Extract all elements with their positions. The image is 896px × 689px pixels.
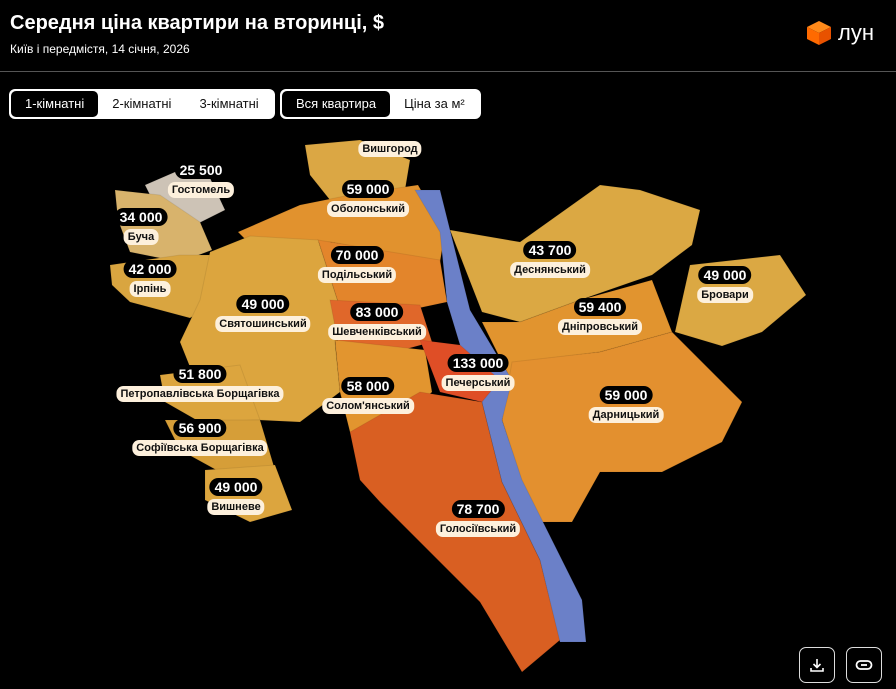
tab-price-per-m2[interactable]: Ціна за м² xyxy=(404,96,465,111)
page-title: Середня ціна квартири на вторинці, $ xyxy=(10,12,385,34)
district-price: 58 000 xyxy=(341,377,395,395)
district-name: Оболонський xyxy=(327,201,409,217)
logo: лун xyxy=(806,20,874,46)
district-label-hostomel: 25 500 Гостомель xyxy=(167,161,235,198)
district-label-desnianskyi: 43 700 Деснянський xyxy=(510,241,590,278)
district-name: Дарницький xyxy=(588,407,664,423)
district-name: Подільський xyxy=(317,267,397,283)
district-name: Софіївська Борщагівка xyxy=(132,440,268,456)
district-name: Вишгород xyxy=(358,141,422,157)
district-label-pecherskyi: 133 000 Печерський xyxy=(441,354,515,391)
orange-cube-icon xyxy=(807,21,831,45)
district-label-obolonskyi: 59 000 Оболонський xyxy=(327,180,409,217)
district-name: Вишневе xyxy=(207,499,265,515)
tab-3-room[interactable]: 3-кімнатні xyxy=(199,96,259,111)
district-name: Деснянський xyxy=(510,262,590,278)
dnipro-river xyxy=(414,189,587,643)
district-price: 49 000 xyxy=(209,478,263,496)
district-label-shevchenkivskyi: 83 000 Шевченківський xyxy=(328,303,426,340)
district-label-podilskyi: 70 000 Подільський xyxy=(317,246,397,283)
district-price: 49 000 xyxy=(698,266,752,284)
divider xyxy=(0,71,896,72)
tab-2-room[interactable]: 2-кімнатні xyxy=(112,96,172,111)
district-price: 49 000 xyxy=(236,295,290,313)
district-price: 43 700 xyxy=(523,241,577,259)
district-name: Буча xyxy=(123,229,159,245)
download-icon xyxy=(810,659,824,672)
district-label-sofiivska: 56 900 Софіївська Борщагівка xyxy=(132,419,268,456)
district-label-brovary: 49 000 Бровари xyxy=(697,266,753,303)
district-price: 59 000 xyxy=(599,386,653,404)
tab-whole-apartment[interactable]: Вся квартира xyxy=(282,91,391,117)
logo-text: лун xyxy=(838,20,874,45)
district-name: Солом'янський xyxy=(322,398,414,414)
district-price: 56 900 xyxy=(173,419,227,437)
district-name: Бровари xyxy=(697,287,753,303)
district-price: 70 000 xyxy=(330,246,384,264)
page-subtitle: Київ і передмістя, 14 січня, 2026 xyxy=(10,42,190,56)
district-name: Петропавлівська Борщагівка xyxy=(116,386,284,402)
district-name: Печерський xyxy=(441,375,515,391)
district-price: 51 800 xyxy=(173,365,227,383)
district-label-vyshhorod: Вишгород xyxy=(358,139,422,157)
district-label-irpin: 42 000 Ірпінь xyxy=(123,260,177,297)
download-button[interactable] xyxy=(799,647,835,683)
district-label-sviatoshynskyi: 49 000 Святошинський xyxy=(215,295,311,332)
district-name: Дніпровський xyxy=(557,319,643,335)
district-label-vyshneve: 49 000 Вишневе xyxy=(207,478,265,515)
district-price: 42 000 xyxy=(123,260,177,278)
district-name: Шевченківський xyxy=(328,324,426,340)
district-label-petropavlivska: 51 800 Петропавлівська Борщагівка xyxy=(116,365,284,402)
link-icon xyxy=(855,660,873,670)
room-count-tabs: 1-кімнатні 2-кімнатні 3-кімнатні xyxy=(9,89,275,119)
district-label-darnytskyi: 59 000 Дарницький xyxy=(588,386,664,423)
district-price: 25 500 xyxy=(174,161,228,179)
district-price: 34 000 xyxy=(114,208,168,226)
district-label-solomianskyi: 58 000 Солом'янський xyxy=(322,377,414,414)
district-name: Голосіївський xyxy=(435,521,521,537)
district-name: Гостомель xyxy=(167,182,235,198)
district-label-bucha: 34 000 Буча xyxy=(114,208,168,245)
copy-link-button[interactable] xyxy=(846,647,882,683)
district-name: Святошинський xyxy=(215,316,311,332)
district-darnytskyi[interactable] xyxy=(501,331,743,523)
district-label-holosiivskyi: 78 700 Голосіївський xyxy=(435,500,521,537)
district-name: Ірпінь xyxy=(129,281,171,297)
district-label-dniprovskyi: 59 400 Дніпровський xyxy=(557,298,643,335)
district-price: 78 700 xyxy=(451,500,505,518)
district-price: 59 000 xyxy=(341,180,395,198)
price-mode-tabs: Вся квартира Ціна за м² xyxy=(280,89,481,119)
district-price: 83 000 xyxy=(350,303,404,321)
district-price: 59 400 xyxy=(573,298,627,316)
tab-1-room[interactable]: 1-кімнатні xyxy=(11,91,99,117)
district-price: 133 000 xyxy=(447,354,509,372)
